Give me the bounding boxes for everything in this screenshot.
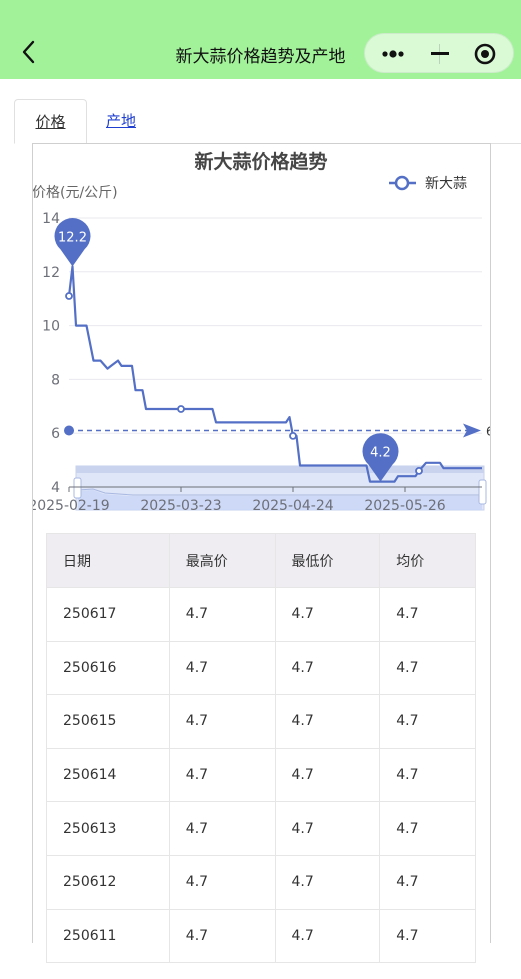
price-line <box>67 265 482 483</box>
table-row: 250615 4.7 4.7 4.7 <box>46 694 476 749</box>
data-point <box>65 292 73 300</box>
cell-avg: 4.7 <box>379 640 476 696</box>
cell-date: 250611 <box>46 908 170 964</box>
cell-avg: 4.7 <box>379 587 476 642</box>
legend-label: 新大蒜 <box>425 176 467 192</box>
minimize-button[interactable] <box>425 34 461 74</box>
cell-date: 250614 <box>46 747 170 803</box>
cell-low: 4.7 <box>274 640 381 696</box>
x-tick-label: 2025-05-26 <box>364 498 445 514</box>
more-dots-icon <box>382 50 404 58</box>
cell-low: 4.7 <box>274 747 381 803</box>
chevron-left-icon <box>22 40 35 64</box>
divider <box>491 143 521 144</box>
average-start-dot <box>64 425 74 436</box>
tab-bar: 价格 产地 <box>14 99 520 144</box>
table-row: 250613 4.7 4.7 4.7 <box>46 801 476 856</box>
cell-high: 4.7 <box>168 747 276 803</box>
table-row: 250611 4.7 4.7 4.7 <box>46 908 476 964</box>
cell-avg: 4.7 <box>379 694 476 749</box>
price-table: 日期 最高价 最低价 均价 250617 4.7 4.7 4.7 250616 4.7 4… <box>46 533 476 964</box>
max-marker-label: 12.2 <box>58 230 87 245</box>
data-point <box>415 466 423 475</box>
x-ticks: 2025-02-19 2025-03-23 2025-04-24 2025-05-26 <box>33 486 482 514</box>
tab-origin[interactable]: 产地 <box>106 112 137 130</box>
y-tick-label: 14 <box>42 211 60 227</box>
cell-high: 4.7 <box>168 801 276 856</box>
cell-avg: 4.7 <box>379 908 476 964</box>
data-zoom-shadow <box>78 490 482 510</box>
legend[interactable]: 新大蒜 <box>389 175 467 192</box>
data-zoom-handle-right-icon <box>478 479 487 505</box>
x-tick-label: 2025-04-24 <box>252 498 333 514</box>
legend-marker-icon <box>394 175 410 191</box>
cell-high: 4.7 <box>168 694 276 749</box>
close-button[interactable] <box>469 34 513 74</box>
average-line: 6 <box>64 423 491 439</box>
y-tick-label: 8 <box>51 372 60 388</box>
tab-price[interactable]: 价格 <box>14 99 87 144</box>
y-tick-label: 6 <box>51 426 60 442</box>
cell-low: 4.7 <box>274 908 381 964</box>
cell-avg: 4.7 <box>379 801 476 856</box>
col-date: 日期 <box>46 533 170 588</box>
table-row: 250617 4.7 4.7 4.7 <box>46 587 476 642</box>
target-close-icon <box>474 43 496 65</box>
series-line <box>65 265 482 483</box>
x-tick-label: 2025-03-23 <box>140 498 221 514</box>
cell-high: 4.7 <box>168 908 276 964</box>
price-chart[interactable]: 新大蒜价格趋势 新大蒜 价格(元/公斤) 4 6 8 10 12 14 6 12.2 4.2… <box>33 144 491 524</box>
data-zoom-handle-left-icon <box>73 477 82 499</box>
table-header-row: 日期 最高价 最低价 均价 <box>46 533 476 588</box>
col-low: 最低价 <box>274 533 381 588</box>
data-zoom-bar <box>76 466 484 473</box>
average-arrow-icon <box>463 423 481 438</box>
cell-low: 4.7 <box>274 694 381 749</box>
page-title: 新大蒜价格趋势及产地 <box>175 47 346 67</box>
y-ticks: 4 6 8 10 12 14 <box>42 211 60 496</box>
cell-avg: 4.7 <box>379 854 476 910</box>
capsule-menu <box>364 33 514 73</box>
min-marker-pin-icon <box>362 433 399 482</box>
nav-bar: 新大蒜价格趋势及产地 <box>0 0 521 79</box>
cell-avg: 4.7 <box>379 747 476 803</box>
cell-high: 4.7 <box>168 640 276 696</box>
table-row: 250616 4.7 4.7 4.7 <box>46 640 476 696</box>
cell-date: 250616 <box>46 640 170 696</box>
cell-low: 4.7 <box>274 854 381 910</box>
cell-date: 250617 <box>46 587 170 642</box>
col-high: 最高价 <box>168 533 276 588</box>
markers: 12.2 4.2 <box>54 218 399 482</box>
y-tick-label: 4 <box>51 480 60 496</box>
data-zoom-shadow-line <box>77 488 482 496</box>
x-tick-label: 2025-02-19 <box>33 498 110 514</box>
data-point <box>177 405 185 413</box>
back-button[interactable] <box>18 38 42 66</box>
cell-date: 250615 <box>46 694 170 749</box>
data-point <box>289 431 297 440</box>
cell-low: 4.7 <box>274 801 381 856</box>
more-button[interactable] <box>365 34 425 74</box>
cell-date: 250612 <box>46 854 170 910</box>
y-tick-label: 10 <box>42 319 60 335</box>
minimize-icon <box>431 52 449 55</box>
chart-title: 新大蒜价格趋势 <box>194 150 327 173</box>
table-row: 250614 4.7 4.7 4.7 <box>46 747 476 803</box>
cell-low: 4.7 <box>274 587 381 642</box>
table-row: 250612 4.7 4.7 4.7 <box>46 854 476 910</box>
grid <box>69 217 482 488</box>
y-axis-label: 价格(元/公斤) <box>33 185 118 201</box>
min-marker-label: 4.2 <box>370 446 391 461</box>
average-line-label: 6 <box>486 425 491 439</box>
cell-date: 250613 <box>46 801 170 856</box>
max-marker-pin-icon <box>54 218 91 267</box>
col-avg: 均价 <box>379 533 476 588</box>
cell-high: 4.7 <box>168 854 276 910</box>
y-tick-label: 12 <box>42 265 60 281</box>
cell-high: 4.7 <box>168 587 276 642</box>
